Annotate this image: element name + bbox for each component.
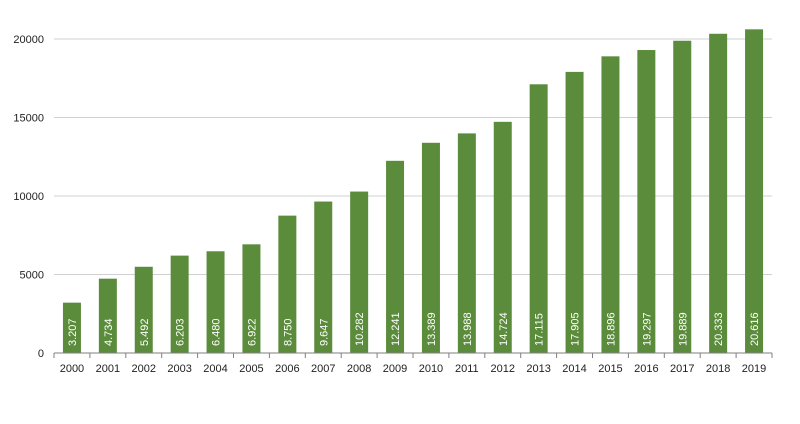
x-tick-label: 2013 (526, 363, 550, 375)
bar (98, 278, 117, 353)
data-label: 6.480 (211, 318, 223, 346)
data-label: 6.203 (175, 318, 187, 346)
x-tick-label: 2016 (634, 363, 658, 375)
bar (601, 56, 620, 354)
bar (314, 201, 333, 353)
bar (206, 251, 225, 353)
data-label: 8.750 (282, 318, 294, 346)
x-tick-label: 2014 (562, 363, 586, 375)
y-tick-label: 5000 (20, 270, 44, 282)
x-tick-label: 2007 (311, 363, 335, 375)
x-tick-label: 2015 (598, 363, 622, 375)
x-tick-label: 2006 (275, 363, 299, 375)
data-label: 4.734 (103, 318, 115, 346)
bar (637, 50, 656, 353)
data-label: 13.389 (426, 312, 438, 346)
bar (62, 302, 81, 353)
data-label: 20.333 (713, 312, 725, 346)
bar (386, 160, 405, 353)
x-tick-label: 2019 (742, 363, 766, 375)
x-tick-label: 2001 (96, 363, 120, 375)
data-label: 19.297 (641, 312, 653, 346)
bar (745, 29, 764, 354)
x-axis: 2000 2001 2002 2003 2004 2005 2006 2007 2008 2009… (53, 352, 773, 375)
x-tick-label: 2005 (239, 363, 263, 375)
x-tick-label: 2008 (347, 363, 371, 375)
data-label: 10.282 (354, 312, 366, 346)
bar (278, 215, 297, 353)
y-tick-label: 20000 (13, 34, 44, 46)
bar (134, 266, 153, 353)
y-tick-label: 10000 (13, 191, 44, 203)
data-label: 19.889 (677, 312, 689, 346)
data-label: 6.922 (246, 318, 258, 346)
data-label: 18.896 (605, 312, 617, 346)
data-label: 12.241 (390, 312, 402, 346)
bar (421, 142, 440, 353)
data-labels: 3.207 4.734 5.492 6.203 6.480 6.922 8.750 9.647… (67, 312, 761, 346)
bar (457, 133, 476, 353)
x-tick-label: 2009 (383, 363, 407, 375)
bar (565, 71, 584, 353)
y-tick-label: 0 (38, 348, 44, 360)
gridlines (54, 38, 772, 275)
x-tick-label: 2000 (60, 363, 84, 375)
x-tick-label: 2010 (419, 363, 443, 375)
x-tick-label: 2011 (455, 363, 479, 375)
bar (493, 121, 512, 354)
bar (709, 33, 728, 353)
data-label: 17.115 (534, 313, 546, 346)
data-label: 20.616 (749, 312, 761, 346)
bar (170, 255, 189, 353)
x-tick-label: 2012 (491, 363, 515, 375)
bars (62, 29, 764, 354)
y-tick-label: 15000 (13, 113, 44, 125)
x-tick-label: 2017 (670, 363, 694, 375)
y-axis-ticks: 0 5000 10000 15000 20000 (13, 34, 44, 360)
x-tick-label: 2004 (203, 363, 227, 375)
bar (350, 191, 369, 353)
data-label: 5.492 (139, 318, 151, 346)
bar (673, 40, 692, 353)
x-tick-label: 2002 (132, 363, 156, 375)
data-label: 13.988 (462, 312, 474, 346)
x-tick-label: 2003 (167, 363, 191, 375)
data-label: 9.647 (318, 318, 330, 346)
data-label: 17.905 (570, 312, 582, 346)
bar (529, 84, 548, 354)
data-label: 14.724 (498, 312, 510, 346)
x-tick-label: 2018 (706, 363, 730, 375)
data-label: 3.207 (67, 318, 79, 346)
bar (242, 244, 261, 353)
